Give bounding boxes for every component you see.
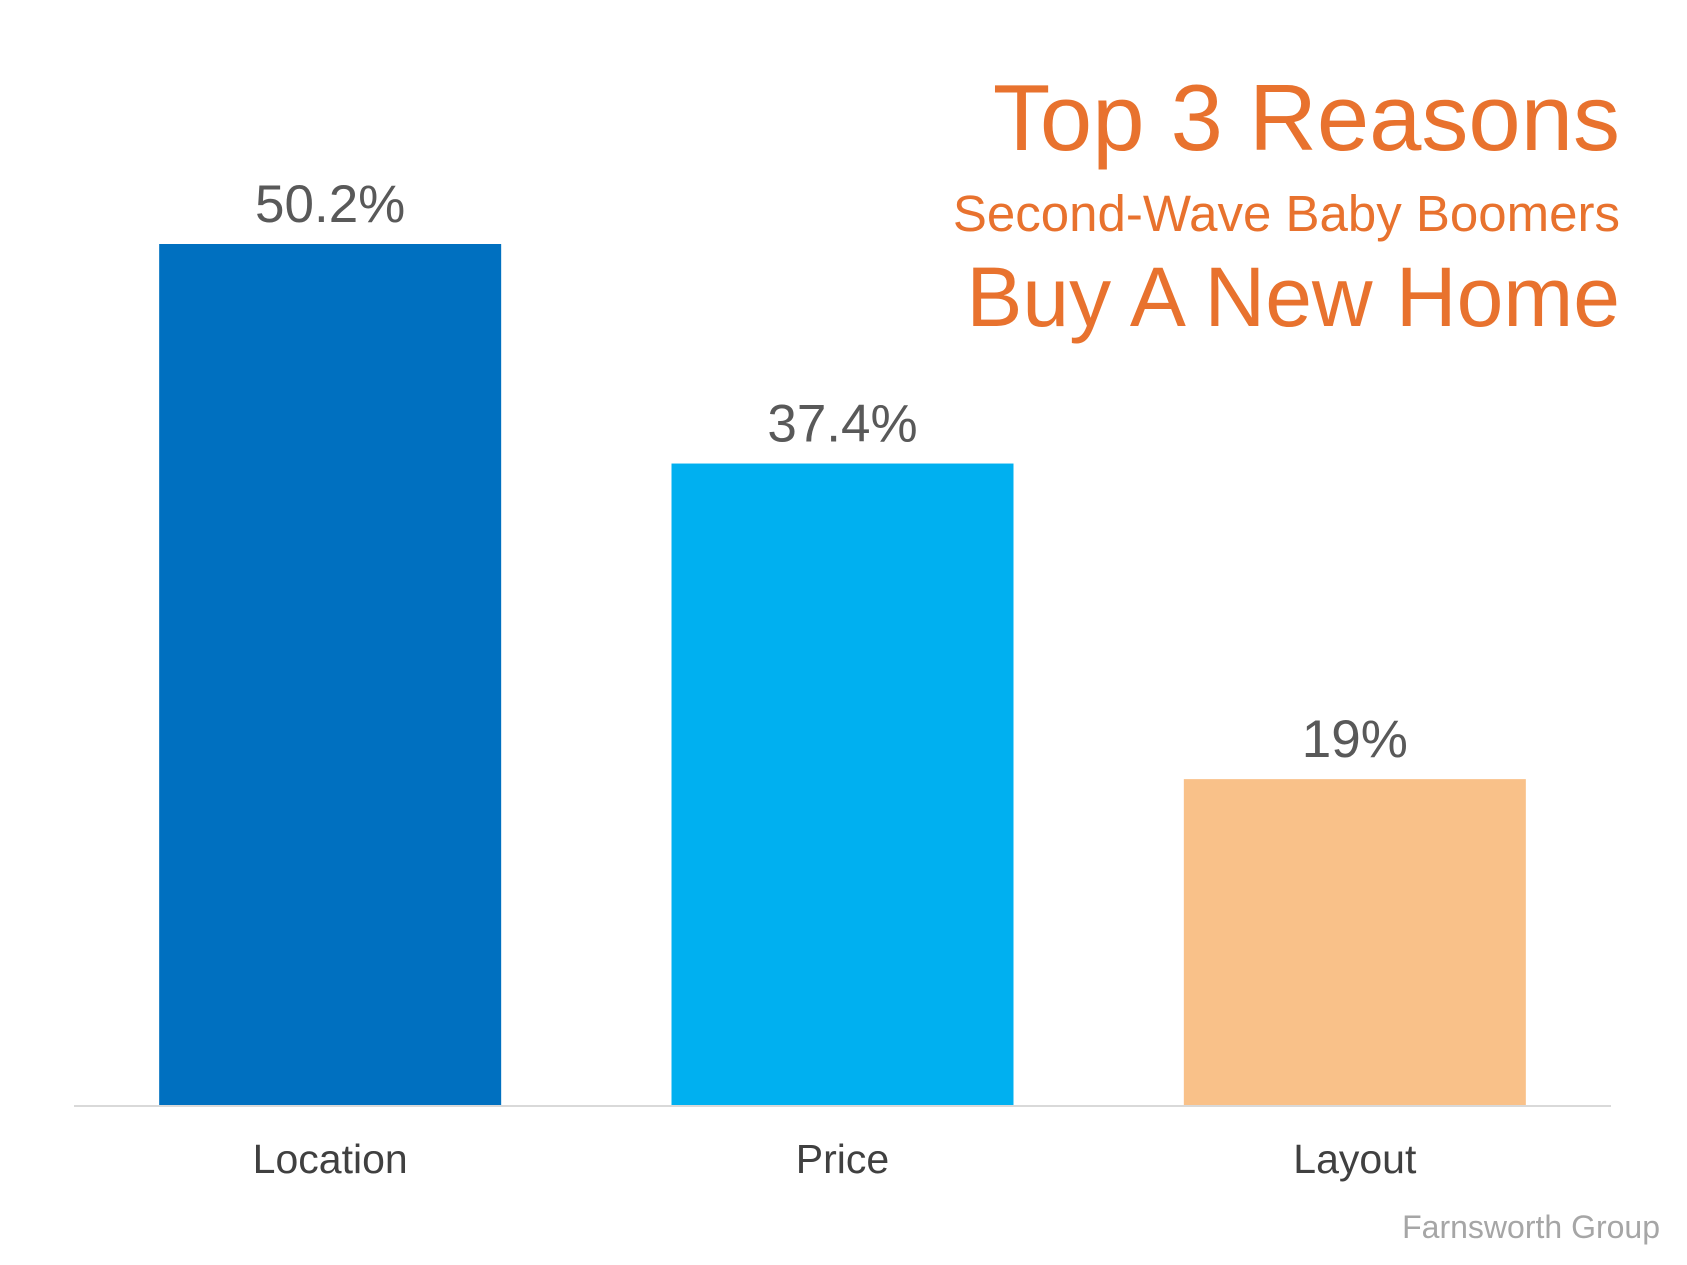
x-tick-label: Layout <box>1293 1136 1417 1182</box>
chart-title-continued: Buy A New Home <box>966 250 1620 344</box>
bar <box>671 463 1014 1105</box>
chart-subtitle: Second-Wave Baby Boomers <box>953 185 1620 242</box>
data-label: 50.2% <box>255 175 405 234</box>
bar <box>159 244 502 1105</box>
x-tick-label: Price <box>796 1136 889 1182</box>
data-label: 37.4% <box>767 395 917 454</box>
chart-title: Top 3 Reasons <box>993 65 1620 170</box>
source: Farnsworth Group <box>1402 1209 1660 1245</box>
data-label: 19% <box>1302 710 1408 769</box>
bar <box>1183 779 1526 1105</box>
x-tick-label: Location <box>253 1136 408 1182</box>
